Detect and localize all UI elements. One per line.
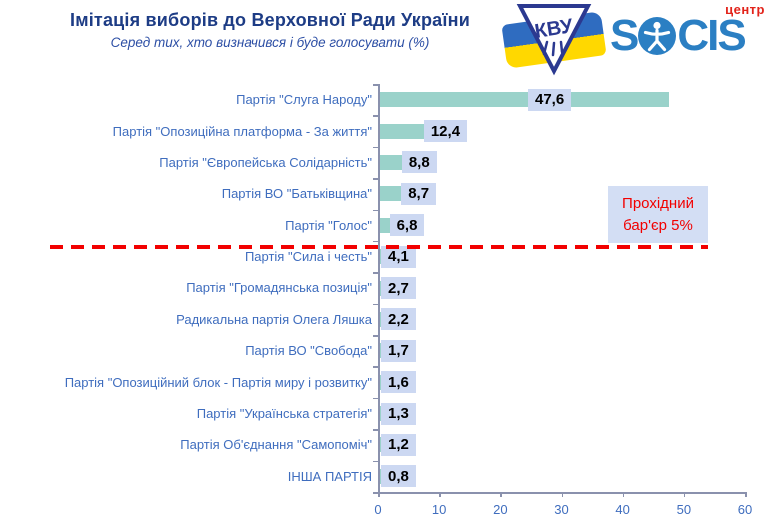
value-label: 4,1 bbox=[381, 245, 416, 268]
x-axis-tick-label: 10 bbox=[431, 502, 447, 517]
x-axis-tick bbox=[500, 492, 502, 497]
value-label: 1,2 bbox=[381, 433, 416, 456]
socis-wordmark: S CIS bbox=[610, 11, 747, 60]
x-axis-tick-label: 40 bbox=[615, 502, 630, 517]
y-axis-tick bbox=[373, 146, 378, 149]
value-label: 0,8 bbox=[381, 465, 416, 488]
bar bbox=[378, 92, 670, 108]
y-axis-tick bbox=[373, 460, 378, 463]
x-axis-tick bbox=[439, 492, 441, 497]
category-label: Партія Об'єднання "Самопоміч" bbox=[180, 437, 372, 453]
category-label: Партія ВО "Свобода" bbox=[245, 343, 372, 359]
category-label: Партія "Громадянська позиція" bbox=[186, 280, 372, 296]
y-axis-tick bbox=[373, 492, 378, 494]
category-label: Партія "Опозиційна платформа - За життя" bbox=[112, 123, 372, 139]
socis-centr-label: центр bbox=[725, 2, 765, 17]
x-axis-tick-label: 30 bbox=[554, 502, 569, 517]
y-axis-tick bbox=[373, 429, 378, 431]
y-axis-tick bbox=[373, 366, 378, 368]
category-label: Партія "Слуга Народу" bbox=[236, 92, 372, 108]
category-label: Партія "Опозиційний блок - Партія миру і… bbox=[64, 374, 372, 390]
threshold-annotation: Прохідний бар'єр 5% bbox=[608, 186, 708, 243]
kvu-logo: КВУ bbox=[501, 2, 607, 77]
value-label: 2,2 bbox=[381, 308, 416, 331]
socis-logo: центр S CIS bbox=[610, 2, 767, 64]
x-axis-tick bbox=[683, 492, 686, 497]
category-label: Партія "Європейська Солідарність" bbox=[159, 154, 372, 170]
x-axis-tick bbox=[745, 492, 747, 497]
x-axis-tick bbox=[378, 492, 380, 497]
page-title: Імітація виборів до Верховної Ради Украї… bbox=[70, 10, 470, 30]
socis-letter-s: S bbox=[610, 11, 639, 60]
threshold-annotation-line1: Прохідний bbox=[622, 194, 694, 212]
header: Імітація виборів до Верховної Ради Украї… bbox=[0, 10, 540, 50]
socis-letter-cis: CIS bbox=[677, 11, 746, 60]
bar bbox=[378, 468, 383, 484]
value-label: 12,4 bbox=[423, 120, 468, 143]
y-axis-tick bbox=[373, 335, 378, 337]
category-label: Партія "Сила і честь" bbox=[244, 249, 372, 265]
value-label: 47,6 bbox=[528, 88, 572, 111]
y-axis-tick bbox=[373, 272, 378, 274]
value-label: 1,7 bbox=[381, 339, 416, 362]
x-axis-tick-label: 20 bbox=[493, 502, 508, 517]
socis-person-icon bbox=[638, 17, 677, 55]
x-axis-tick-label: 50 bbox=[676, 502, 692, 517]
y-axis-tick bbox=[373, 115, 378, 117]
x-axis-tick-label: 60 bbox=[737, 502, 753, 517]
category-label: Партія "Українська стратегія" bbox=[196, 406, 372, 422]
value-label: 8,8 bbox=[401, 151, 437, 174]
value-label: 1,6 bbox=[381, 371, 416, 394]
y-axis-tick bbox=[373, 240, 378, 243]
x-axis-tick-label: 0 bbox=[374, 502, 382, 517]
y-axis-tick bbox=[373, 397, 378, 400]
y-axis-tick bbox=[373, 178, 378, 180]
y-axis-tick bbox=[373, 303, 378, 306]
threshold-dashed-line bbox=[50, 245, 708, 249]
y-axis-tick bbox=[373, 209, 378, 212]
threshold-annotation-line2: бар'єр 5% bbox=[623, 216, 693, 234]
value-label: 6,8 bbox=[389, 214, 425, 237]
category-label: Радикальна партія Олега Ляшка bbox=[176, 311, 372, 327]
category-label: ІНША ПАРТІЯ bbox=[287, 468, 372, 484]
page-subtitle: Серед тих, хто визначився і буде голосув… bbox=[110, 35, 430, 50]
value-label: 8,7 bbox=[401, 182, 437, 205]
y-axis-line bbox=[378, 84, 380, 494]
x-axis-tick bbox=[622, 492, 625, 497]
category-label: Партія ВО "Батьківщина" bbox=[221, 186, 372, 202]
x-axis-tick bbox=[561, 492, 563, 497]
value-label: 1,3 bbox=[381, 402, 416, 425]
kvu-triangle-icon: КВУ bbox=[516, 4, 592, 76]
category-label: Партія "Голос" bbox=[285, 217, 372, 233]
value-label: 2,7 bbox=[381, 277, 416, 299]
y-axis-tick bbox=[373, 84, 378, 86]
